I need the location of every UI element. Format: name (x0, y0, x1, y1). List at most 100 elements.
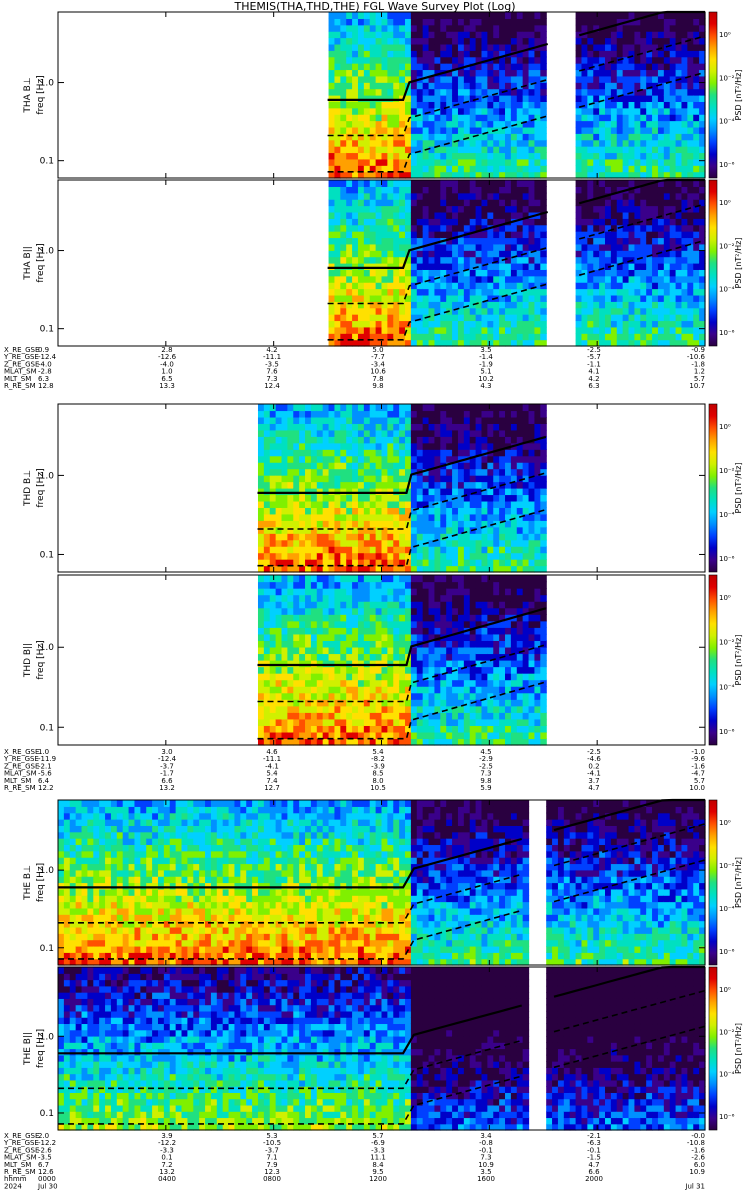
spectrogram-cell (487, 263, 494, 270)
spectrogram-cell (657, 75, 665, 83)
spectrogram-cell (657, 133, 665, 141)
spectrogram-cell (669, 43, 677, 51)
spectrogram-cell (481, 186, 488, 194)
spectrogram-cell (375, 718, 383, 726)
spectrogram-cell (640, 56, 647, 64)
spectrogram-cell (352, 513, 359, 521)
spectrogram-cell (628, 133, 636, 141)
spectrogram-cell (399, 205, 406, 213)
spectrogram-cell (369, 436, 377, 444)
spectrogram-cell (281, 423, 288, 431)
spectrogram-cell (393, 211, 400, 219)
spectrogram-cell (381, 205, 388, 213)
spectrogram-cell (269, 429, 277, 437)
spectrogram-cell (481, 488, 488, 496)
spectrogram-cell (528, 462, 536, 470)
spectrogram-cell (434, 12, 441, 19)
spectrogram-cell (528, 552, 536, 560)
spectrogram-cell (487, 126, 494, 134)
spectrogram-cell (363, 494, 371, 502)
spectrogram-cell (269, 607, 277, 615)
spectrogram-cell (481, 180, 488, 187)
spectrogram-cell (363, 539, 371, 547)
spectrogram-cell (287, 520, 294, 528)
spectrogram-cell (657, 56, 665, 64)
spectrogram-cell (634, 43, 641, 51)
spectrogram-cell (540, 158, 547, 166)
spectrogram-cell (540, 533, 547, 541)
spectrogram-cell (457, 82, 465, 90)
spectrogram-cell (510, 455, 518, 463)
spectrogram-cell (593, 43, 600, 51)
spectrogram-cell (257, 436, 265, 444)
spectrogram-cell (493, 301, 500, 309)
spectrogram-cell (369, 120, 377, 128)
spectrogram-cell (422, 546, 430, 554)
spectrogram-cell (475, 552, 483, 560)
frequency-trace (257, 435, 547, 494)
spectrogram-cell (440, 552, 447, 560)
spectrogram-cell (281, 666, 288, 674)
spectrogram-cell (322, 436, 330, 444)
spectrogram-cell (328, 205, 336, 213)
spectrogram-cell (669, 152, 677, 160)
spectrogram-cell (610, 282, 618, 290)
spectrogram-cell (510, 120, 518, 128)
spectrogram-cell (346, 218, 353, 226)
spectrogram-cell (469, 37, 477, 45)
spectrogram-cell (622, 192, 630, 200)
spectrogram-cell (410, 63, 418, 71)
spectrogram-cell (352, 699, 359, 707)
spectrogram-cell (269, 436, 277, 444)
spectrogram-cell (410, 69, 418, 77)
spectrogram-cell (387, 462, 394, 470)
spectrogram-cell (493, 449, 500, 457)
spectrogram-cell (528, 488, 536, 496)
spectrogram-cell (505, 288, 512, 296)
spectrogram-cell (575, 339, 583, 347)
spectrogram-cell (510, 158, 518, 166)
spectrogram-cell (434, 114, 441, 122)
spectrogram-cell (481, 37, 488, 45)
spectrogram-cell (516, 263, 524, 270)
spectrogram-cell (487, 218, 494, 226)
spectrogram-cell (681, 114, 688, 122)
spectrogram-cell (663, 205, 671, 213)
spectrogram-cell (410, 513, 418, 521)
colorbar-label: PSD [nT²/Hz] (734, 463, 743, 514)
spectrogram-cell (369, 462, 377, 470)
spectrogram-cell (281, 507, 288, 515)
spectrogram-cell (581, 237, 588, 245)
spectrogram-cell (693, 114, 700, 122)
spectrogram-cell (475, 152, 483, 160)
spectrogram-cell (481, 158, 488, 166)
spectrogram-cell (599, 82, 606, 90)
spectrogram-cell (510, 533, 518, 541)
spectrogram-cell (475, 410, 483, 418)
spectrogram-cell (452, 165, 459, 173)
spectrogram-cell (328, 101, 336, 109)
spectrogram-cell (328, 171, 336, 179)
spectrogram-cell (387, 546, 394, 554)
spectrogram-cell (669, 333, 677, 341)
spectrogram-cell (434, 43, 441, 51)
spectrogram-cell (369, 575, 377, 583)
spectrogram-cell (346, 725, 353, 733)
spectrogram-cell (428, 146, 436, 154)
spectrogram-cell (257, 442, 265, 450)
spectrogram-cell (322, 607, 330, 615)
spectrogram-cell (581, 107, 588, 115)
spectrogram-cell (310, 475, 318, 483)
spectrogram-cell (275, 416, 283, 424)
spectrogram-cell (510, 263, 518, 270)
spectrogram-cell (481, 139, 488, 147)
spectrogram-cell (646, 205, 653, 213)
spectrogram-cell (428, 205, 436, 213)
spectrogram-cell (352, 63, 359, 71)
spectrogram-cell (322, 410, 330, 418)
spectrogram-cell (481, 539, 488, 547)
spectrogram-cell (593, 269, 600, 277)
spectrogram-cell (522, 120, 530, 128)
spectrogram-cell (493, 546, 500, 554)
